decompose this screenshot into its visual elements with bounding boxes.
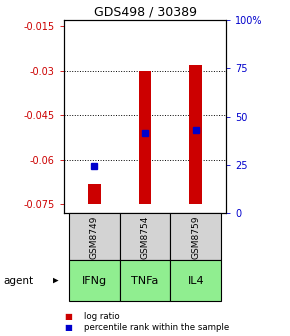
Bar [120,213,171,260]
Title: GDS498 / 30389: GDS498 / 30389 [93,6,197,19]
Text: GSM8754: GSM8754 [140,215,150,259]
Bar [69,260,120,301]
Bar [189,65,202,204]
Bar [88,184,101,204]
Text: percentile rank within the sample: percentile rank within the sample [84,323,229,332]
Text: IL4: IL4 [187,276,204,286]
Text: GSM8749: GSM8749 [90,215,99,259]
Bar [69,213,120,260]
Bar [171,213,221,260]
Bar [171,260,221,301]
Text: ■: ■ [64,312,72,321]
Text: log ratio: log ratio [84,312,120,321]
Bar [120,260,171,301]
Text: IFNg: IFNg [82,276,107,286]
Text: TNFa: TNFa [131,276,159,286]
Bar [139,71,151,204]
Text: ■: ■ [64,323,72,332]
Text: GSM8759: GSM8759 [191,215,200,259]
Text: agent: agent [3,276,33,286]
